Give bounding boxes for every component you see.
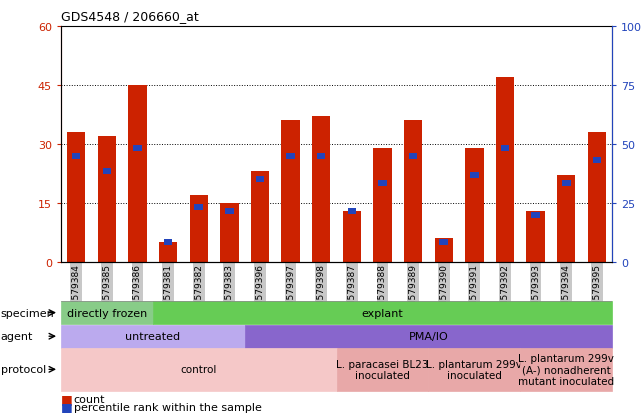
Bar [347, 208, 356, 214]
Bar [190, 196, 208, 262]
Bar [164, 240, 172, 246]
Text: explant: explant [362, 308, 403, 318]
Bar [256, 177, 264, 183]
Bar [465, 148, 483, 262]
Bar [225, 208, 233, 214]
Bar [287, 153, 295, 159]
Bar [159, 243, 178, 262]
Bar [557, 176, 576, 262]
Bar [251, 172, 269, 262]
Text: count: count [74, 394, 105, 404]
Bar [404, 121, 422, 262]
Bar [343, 211, 361, 262]
Text: specimen: specimen [1, 308, 54, 318]
Bar [501, 145, 509, 152]
Bar [72, 153, 81, 159]
Bar [435, 239, 453, 262]
Bar [378, 181, 387, 187]
Text: untreated: untreated [125, 331, 180, 342]
Text: protocol: protocol [1, 364, 46, 375]
Bar [495, 78, 514, 262]
Text: L. plantarum 299v
(A-) nonadherent
mutant inoculated: L. plantarum 299v (A-) nonadherent mutan… [518, 353, 614, 386]
Bar [194, 204, 203, 210]
Text: directly frozen: directly frozen [67, 308, 147, 318]
Text: GDS4548 / 206660_at: GDS4548 / 206660_at [61, 10, 199, 23]
Bar [317, 153, 326, 159]
Text: agent: agent [1, 331, 33, 342]
Bar [592, 157, 601, 163]
Bar [440, 240, 448, 246]
Text: ■: ■ [61, 400, 72, 413]
Text: ■: ■ [61, 392, 72, 405]
Text: L. paracasei BL23
inoculated: L. paracasei BL23 inoculated [337, 358, 429, 380]
Bar [562, 181, 570, 187]
Text: percentile rank within the sample: percentile rank within the sample [74, 402, 262, 412]
Bar [588, 133, 606, 262]
Bar [373, 148, 392, 262]
Bar [128, 86, 147, 262]
Text: L. plantarum 299v
inoculated: L. plantarum 299v inoculated [426, 358, 522, 380]
Bar [220, 203, 238, 262]
Text: PMA/IO: PMA/IO [408, 331, 448, 342]
Bar [526, 211, 545, 262]
Bar [281, 121, 300, 262]
Bar [470, 173, 479, 179]
Bar [312, 117, 330, 262]
Bar [133, 145, 142, 152]
Bar [531, 212, 540, 218]
Bar [67, 133, 85, 262]
Bar [103, 169, 111, 175]
Text: control: control [181, 364, 217, 375]
Bar [97, 137, 116, 262]
Bar [409, 153, 417, 159]
